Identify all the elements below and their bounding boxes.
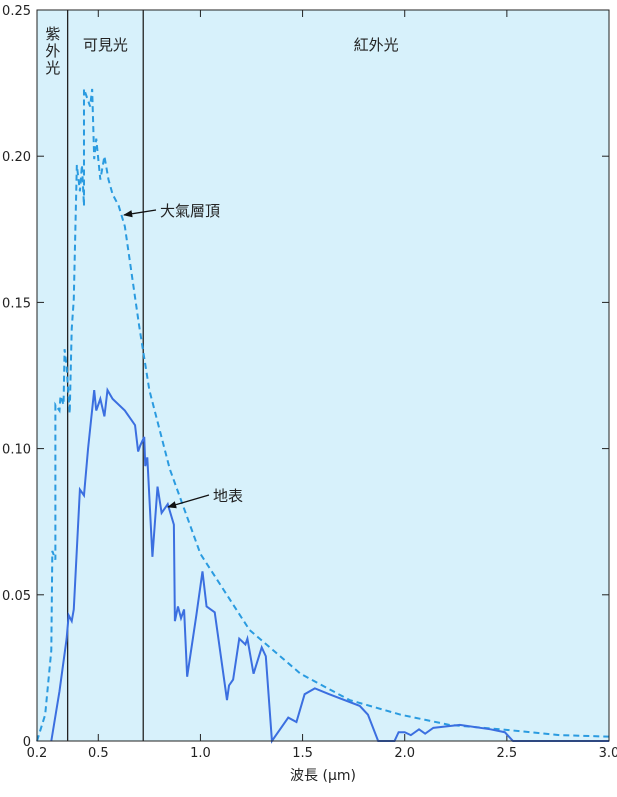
series-annotation: 地表 (213, 487, 243, 505)
x-tick-label: 1.5 (292, 746, 313, 761)
annotation-arrow (123, 209, 157, 218)
region-label: 可見光 (83, 36, 128, 54)
series-line (36, 88, 610, 742)
x-tick-label: 3.0 (599, 746, 617, 761)
y-tick-label: 0 (23, 735, 31, 750)
x-tick-label: 2.5 (497, 746, 518, 761)
x-tick-label: 0.5 (88, 746, 109, 761)
y-tick-label: 0.05 (2, 589, 31, 604)
region-label: 紅外光 (354, 36, 399, 54)
x-tick-label: 1.0 (190, 746, 211, 761)
y-tick-label: 0.15 (2, 296, 31, 311)
series-annotation: 大氣層頂 (160, 202, 220, 220)
plot-background (37, 10, 609, 741)
x-tick-label: 2.0 (394, 746, 415, 761)
x-axis-label: 波長 (μm) (290, 768, 356, 784)
x-tick-label: 0.2 (27, 746, 48, 761)
y-tick-label: 0.20 (2, 150, 31, 165)
y-tick-label: 0.25 (2, 4, 31, 19)
plot-frame (36, 9, 610, 742)
region-label: 紫外光 (43, 26, 61, 77)
y-tick-label: 0.10 (2, 443, 31, 458)
annotation-arrow (167, 494, 210, 509)
